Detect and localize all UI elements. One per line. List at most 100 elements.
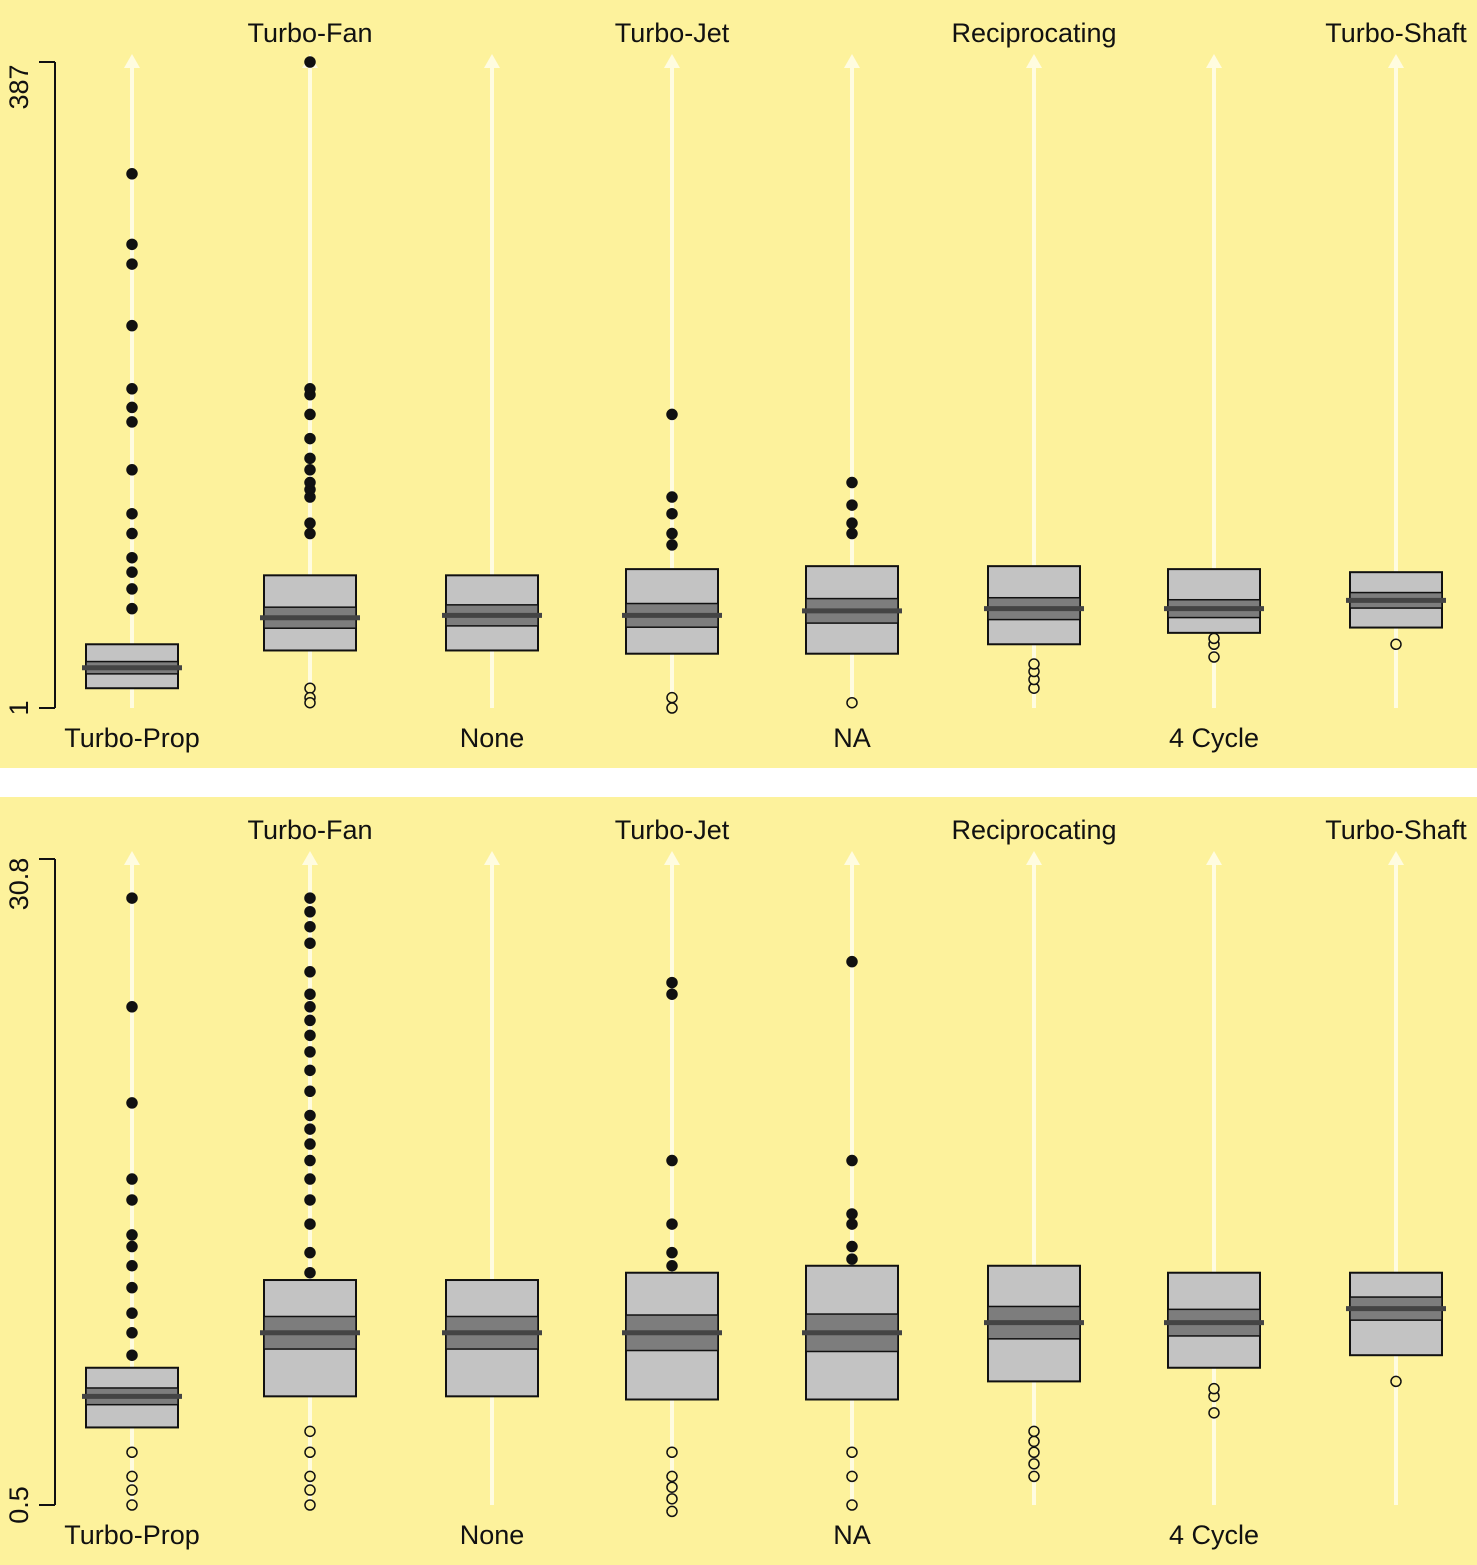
outlier-point xyxy=(304,1014,316,1027)
outlier-point xyxy=(304,1046,316,1058)
outlier-point xyxy=(846,696,858,709)
outlier-point xyxy=(126,319,138,332)
outlier-point xyxy=(126,892,138,904)
outlier-point xyxy=(666,976,678,989)
outlier-point xyxy=(1208,1407,1220,1419)
outlier-point xyxy=(126,551,138,564)
guide-arrow xyxy=(664,851,680,1505)
category-label: Turbo-Prop xyxy=(64,1520,200,1550)
outlier-point xyxy=(1390,638,1402,651)
outlier-point xyxy=(846,517,858,529)
outlier-point xyxy=(666,1481,678,1493)
outlier-point xyxy=(304,383,316,395)
outlier-point xyxy=(666,408,678,421)
outlier-point xyxy=(126,566,138,578)
outlier-point xyxy=(846,1208,858,1220)
outlier-point xyxy=(126,507,138,520)
outlier-point xyxy=(304,1109,316,1122)
category-label: 4 Cycle xyxy=(1169,723,1259,753)
outlier-point xyxy=(126,602,138,615)
outlier-point xyxy=(304,517,316,529)
y-tick-label-min: 0.5 xyxy=(4,1486,34,1524)
outlier-point xyxy=(126,1097,138,1109)
outlier-point xyxy=(126,1470,138,1483)
outlier-point xyxy=(1208,632,1220,645)
box-turbo-prop xyxy=(82,892,182,1511)
outlier-point xyxy=(666,1505,678,1518)
outlier-point xyxy=(304,1218,316,1230)
box-na xyxy=(802,476,902,709)
outlier-point xyxy=(126,1446,138,1459)
outlier-point xyxy=(666,1493,678,1505)
y-tick-label-max: 387 xyxy=(4,64,34,109)
outlier-point xyxy=(304,682,316,694)
category-label: Turbo-Fan xyxy=(247,18,372,48)
guide-arrow xyxy=(1388,851,1404,1505)
y-axis: 1 387 xyxy=(4,61,56,716)
outlier-point xyxy=(666,1246,678,1259)
outlier-point xyxy=(1028,1446,1040,1459)
outlier-point xyxy=(846,1499,858,1511)
category-label: Turbo-Shaft xyxy=(1325,815,1467,845)
chart-panel-top: 1 387 Turbo-Prop None NA 4 Cycle Turbo-Fan Turb… xyxy=(0,0,1477,768)
outlier-point xyxy=(846,499,858,511)
guide-arrow xyxy=(484,851,500,1505)
outlier-point xyxy=(846,1470,858,1483)
outlier-point xyxy=(846,476,858,489)
boxplot-chart-bottom: 0.5 30.8 Turbo-Prop None NA 4 Cycle Turbo-Fan T… xyxy=(4,815,1467,1550)
box-none xyxy=(442,574,542,652)
outlier-point xyxy=(846,1154,858,1167)
outlier-point xyxy=(666,527,678,540)
outlier-point xyxy=(304,937,316,949)
outlier-point xyxy=(1028,1425,1040,1438)
box-turbo-fan xyxy=(260,56,360,709)
outlier-point xyxy=(126,527,138,540)
outlier-point xyxy=(666,539,678,551)
outlier-point xyxy=(1028,1470,1040,1483)
y-axis: 0.5 30.8 xyxy=(4,858,56,1524)
category-label: Turbo-Fan xyxy=(247,815,372,845)
outlier-point xyxy=(126,1499,138,1511)
outlier-point xyxy=(126,258,138,270)
outlier-point xyxy=(1028,1458,1040,1470)
box-turbo-shaft xyxy=(1346,571,1446,651)
category-label: None xyxy=(460,723,525,753)
outlier-point xyxy=(304,892,316,904)
box-turbo-jet xyxy=(622,408,722,714)
guide-arrow xyxy=(1206,851,1222,1505)
outlier-point xyxy=(666,507,678,520)
box-4-cycle xyxy=(1164,568,1264,663)
chart-panel-bottom: 0.5 30.8 Turbo-Prop None NA 4 Cycle Turbo-Fan T… xyxy=(0,797,1477,1565)
boxplot-chart-top: 1 387 Turbo-Prop None NA 4 Cycle Turbo-Fan Turb… xyxy=(4,18,1467,753)
outlier-point xyxy=(304,1246,316,1259)
category-label: Turbo-Shaft xyxy=(1325,18,1467,48)
guide-arrow xyxy=(1026,851,1042,1505)
outlier-point xyxy=(304,1470,316,1483)
outlier-point xyxy=(304,452,316,465)
outlier-point xyxy=(846,955,858,968)
outlier-point xyxy=(126,1484,138,1496)
box-turbo-prop xyxy=(82,168,182,690)
outlier-point xyxy=(666,702,678,714)
outlier-point xyxy=(126,1327,138,1339)
outlier-point xyxy=(126,383,138,395)
outlier-point xyxy=(304,1266,316,1279)
outlier-point xyxy=(126,583,138,595)
outlier-point xyxy=(846,1240,858,1253)
box-turbo-shaft xyxy=(1346,1271,1446,1388)
outlier-point xyxy=(666,1470,678,1483)
box-none xyxy=(442,1279,542,1398)
outlier-point xyxy=(304,696,316,709)
outlier-point xyxy=(126,401,138,414)
outlier-point xyxy=(846,527,858,540)
outlier-point xyxy=(304,1446,316,1459)
outlier-point xyxy=(304,1425,316,1438)
outlier-point xyxy=(304,1085,316,1098)
outlier-point xyxy=(304,408,316,421)
outlier-point xyxy=(304,464,316,476)
outlier-point xyxy=(304,432,316,445)
outlier-point xyxy=(126,1349,138,1361)
category-label: Reciprocating xyxy=(951,18,1116,48)
box-reciprocating xyxy=(984,565,1084,694)
outlier-point xyxy=(666,691,678,704)
